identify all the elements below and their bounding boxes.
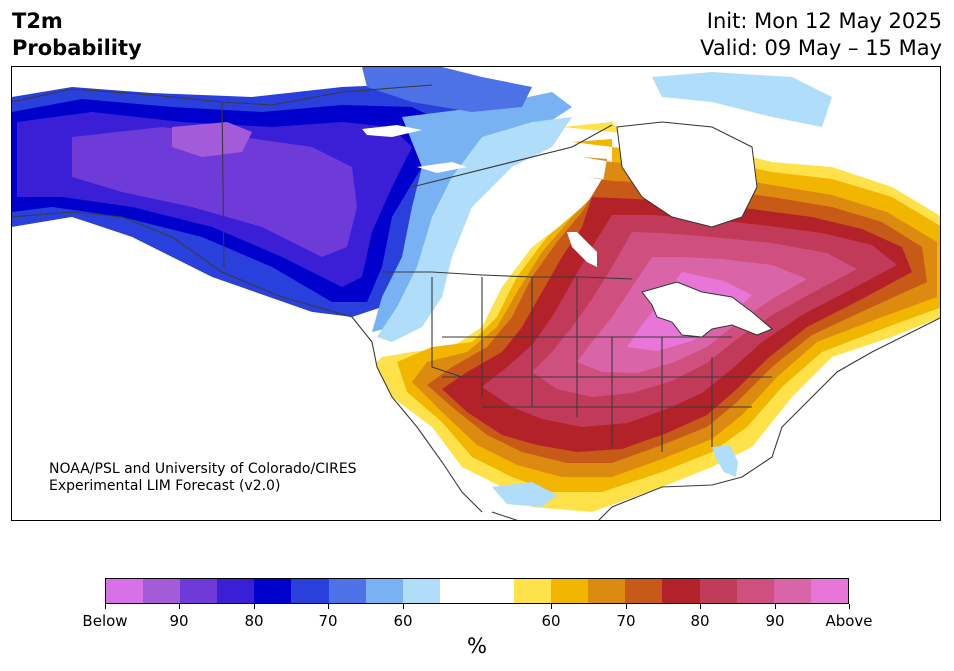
init-date: Init: Mon 12 May 2025 xyxy=(706,9,942,33)
arctic-patch-1 xyxy=(652,72,832,127)
colorbar-tick xyxy=(254,604,255,609)
colorbar-segment xyxy=(551,579,589,603)
map-svg xyxy=(12,67,940,520)
colorbar-tick xyxy=(551,604,552,609)
colorbar-label: Below xyxy=(82,612,128,630)
colorbar-label: 80 xyxy=(244,612,264,630)
cold-region-core xyxy=(72,127,357,257)
colorbar-label: 90 xyxy=(765,612,785,630)
colorbar-segment xyxy=(810,579,848,603)
cold-region-peak xyxy=(172,122,252,157)
colorbar-segment xyxy=(736,579,774,603)
colorbar-unit: % xyxy=(467,634,487,658)
colorbar-segment xyxy=(217,579,255,603)
colorbar-tick xyxy=(775,604,776,609)
colorbar-segment xyxy=(106,579,144,603)
colorbar-tick xyxy=(179,604,180,609)
date-info: Init: Mon 12 May 2025 Valid: 09 May – 15… xyxy=(700,8,942,62)
lake-athabasca xyxy=(417,162,467,173)
colorbar-segment xyxy=(402,579,440,603)
title-line-2: Probability xyxy=(12,36,142,60)
colorbar-segment xyxy=(180,579,218,603)
colorbar-tick xyxy=(626,604,627,609)
colorbar-segment xyxy=(699,579,737,603)
colorbar-tick xyxy=(328,604,329,609)
arctic-patch-2 xyxy=(362,67,532,112)
west-coast-water xyxy=(12,217,462,520)
colorbar-segment xyxy=(143,579,181,603)
cool-fringe-light xyxy=(377,117,572,342)
valid-range: Valid: 09 May – 15 May xyxy=(700,36,942,60)
colorbar-label: 70 xyxy=(318,612,338,630)
colorbar-tick xyxy=(700,604,701,609)
probability-map xyxy=(11,66,941,521)
colorbar-segment xyxy=(662,579,700,603)
colorbar-segment xyxy=(773,579,811,603)
colorbar-segment xyxy=(588,579,626,603)
colorbar-label: 90 xyxy=(169,612,189,630)
colorbar-segment xyxy=(291,579,329,603)
florida xyxy=(712,445,738,477)
colorbar-label: 60 xyxy=(541,612,561,630)
colorbar-segment xyxy=(476,579,515,603)
great-slave-lake xyxy=(362,125,422,137)
credit-line-1: NOAA/PSL and University of Colorado/CIRE… xyxy=(49,461,357,477)
colorbar-segment xyxy=(328,579,366,603)
colorbar-segment xyxy=(365,579,403,603)
colorbar-label: 60 xyxy=(393,612,413,630)
lake-winnipeg xyxy=(567,232,597,267)
colorbar-segment xyxy=(254,579,292,603)
borders xyxy=(12,84,940,520)
credit-line-2: Experimental LIM Forecast (v2.0) xyxy=(49,478,281,494)
colorbar-label: Above xyxy=(825,612,873,630)
colorbar xyxy=(105,578,849,604)
colorbar-segment xyxy=(625,579,663,603)
map-title: T2m Probability xyxy=(12,8,142,62)
title-line-1: T2m xyxy=(12,9,63,33)
east-coast-water xyxy=(594,317,940,520)
mexico-cool xyxy=(492,482,557,507)
credit-text: NOAA/PSL and University of Colorado/CIRE… xyxy=(49,461,357,495)
colorbar-tick xyxy=(105,604,106,609)
colorbar-segment xyxy=(439,579,477,603)
hudson-bay xyxy=(616,121,758,228)
colorbar-segment xyxy=(514,579,552,603)
great-lakes xyxy=(641,281,773,338)
colorbar-tick xyxy=(849,604,850,609)
colorbar-label: 80 xyxy=(690,612,710,630)
colorbar-tick xyxy=(403,604,404,609)
colorbar-label: 70 xyxy=(616,612,636,630)
